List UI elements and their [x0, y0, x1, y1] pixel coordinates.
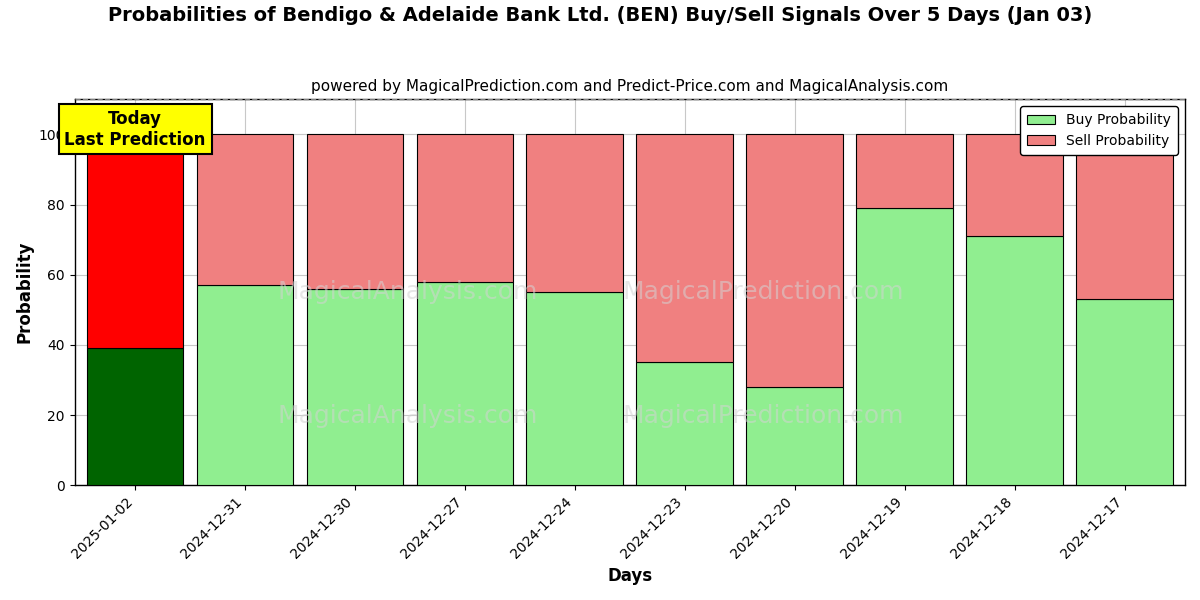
Bar — [1076, 299, 1172, 485]
Text: MagicalPrediction.com: MagicalPrediction.com — [623, 404, 904, 428]
Bar — [966, 236, 1063, 485]
Text: Today
Last Prediction: Today Last Prediction — [65, 110, 206, 149]
Bar — [416, 282, 514, 485]
Bar — [857, 208, 953, 485]
Bar — [307, 289, 403, 485]
Title: powered by MagicalPrediction.com and Predict-Price.com and MagicalAnalysis.com: powered by MagicalPrediction.com and Pre… — [311, 79, 948, 94]
Bar — [636, 134, 733, 362]
Text: MagicalPrediction.com: MagicalPrediction.com — [623, 280, 904, 304]
Bar — [86, 349, 184, 485]
Bar — [307, 134, 403, 289]
Bar — [746, 134, 844, 387]
Y-axis label: Probability: Probability — [16, 241, 34, 343]
Bar — [1076, 134, 1172, 299]
Bar — [527, 292, 623, 485]
Bar — [746, 387, 844, 485]
Bar — [197, 285, 294, 485]
Bar — [416, 134, 514, 282]
Bar — [86, 134, 184, 349]
Text: MagicalAnalysis.com: MagicalAnalysis.com — [277, 404, 538, 428]
Bar — [527, 134, 623, 292]
Text: MagicalAnalysis.com: MagicalAnalysis.com — [277, 280, 538, 304]
Text: Probabilities of Bendigo & Adelaide Bank Ltd. (BEN) Buy/Sell Signals Over 5 Days: Probabilities of Bendigo & Adelaide Bank… — [108, 6, 1092, 25]
X-axis label: Days: Days — [607, 567, 653, 585]
Bar — [857, 134, 953, 208]
Bar — [636, 362, 733, 485]
Bar — [966, 134, 1063, 236]
Legend: Buy Probability, Sell Probability: Buy Probability, Sell Probability — [1020, 106, 1178, 155]
Bar — [197, 134, 294, 285]
